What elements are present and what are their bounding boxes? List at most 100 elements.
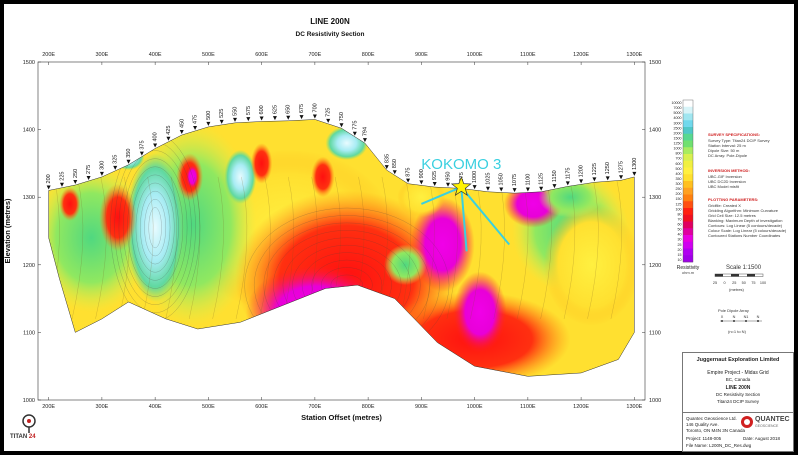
plotting-param-line: Grid Cell Size: 12.5 metres xyxy=(708,213,756,218)
plotting-param-line: Colour Scale: Log Linear (5 colours/deca… xyxy=(708,228,787,233)
station-marker xyxy=(512,188,517,193)
station-label: 900 xyxy=(419,169,425,178)
x-tick-label-top: 500E xyxy=(202,52,215,58)
project-number: Project: 1148-005 xyxy=(686,436,722,441)
station-marker xyxy=(299,115,304,120)
station-label: 1100 xyxy=(525,174,531,186)
x-tick-label-bottom: 200E xyxy=(42,404,55,410)
station-marker xyxy=(246,117,251,122)
x-tick-label-bottom: 600E xyxy=(255,404,268,410)
station-marker xyxy=(139,151,144,156)
x-tick-label-top: 800E xyxy=(362,52,375,58)
station-label: 1300 xyxy=(632,158,638,170)
title-block-main: Juggernaut Exploration Limited Empire Pr… xyxy=(682,352,794,414)
colorbar-swatch xyxy=(683,127,693,135)
colorbar-tick-label: 500 xyxy=(676,167,682,171)
contour-line xyxy=(131,174,179,281)
colorbar-label: Resistivity xyxy=(677,265,700,271)
contour-line xyxy=(95,176,107,319)
station-marker xyxy=(419,180,424,185)
y-tick-label-right: 1000 xyxy=(649,398,661,404)
colorbar-swatch xyxy=(683,235,693,243)
resistivity-anomaly xyxy=(125,153,185,302)
titan-logo: TITAN 24 xyxy=(10,412,44,442)
colorbar-tick-label: 200 xyxy=(676,192,682,196)
station-marker xyxy=(272,116,277,121)
contour-line xyxy=(446,176,458,319)
station-label: 1000 xyxy=(472,171,478,183)
station-label: 835 xyxy=(384,154,390,163)
kokomo-annotation-label: KOKOMO 3 xyxy=(421,156,501,173)
station-marker xyxy=(259,116,264,121)
station-marker xyxy=(565,181,570,186)
drillhole-trace xyxy=(420,186,462,205)
resistivity-anomaly xyxy=(384,244,427,286)
resistivity-anomaly xyxy=(311,156,335,198)
station-marker xyxy=(179,130,184,135)
inversion-line: UBC Model misfit xyxy=(708,184,739,189)
y-tick-label-left: 1300 xyxy=(23,195,35,201)
station-marker xyxy=(485,186,490,191)
resistivity-anomaly xyxy=(186,164,199,190)
project-date: Date: August 2018 xyxy=(743,436,781,441)
contour-line xyxy=(259,176,271,319)
section-outline xyxy=(48,119,635,377)
station-marker xyxy=(99,171,104,176)
inversion-line: UBC DC2D Inversion xyxy=(708,179,746,184)
station-label: 475 xyxy=(193,115,199,124)
station-marker xyxy=(605,176,610,181)
station-marker xyxy=(312,114,317,119)
quantec-logo-subtext: GEOSCIENCE xyxy=(755,424,779,428)
station-marker xyxy=(46,185,51,190)
resistivity-anomaly xyxy=(250,143,273,184)
contour-line xyxy=(142,176,154,319)
station-label: 725 xyxy=(326,108,332,117)
station-label: 700 xyxy=(312,103,318,112)
station-label: 350 xyxy=(126,149,132,158)
contour-line xyxy=(71,176,84,319)
y-tick-label-right: 1200 xyxy=(649,263,661,269)
station-label: 225 xyxy=(59,172,65,181)
station-marker xyxy=(445,182,450,187)
station-marker xyxy=(472,185,477,190)
y-tick-label-right: 1500 xyxy=(649,60,661,66)
survey-spec-line: Survey Type: Titan24 DCIP Survey xyxy=(708,138,770,143)
station-label: 1150 xyxy=(552,170,558,182)
station-label: 450 xyxy=(179,119,185,128)
station-marker xyxy=(552,184,557,189)
colorbar-tick-label: 125 xyxy=(676,202,682,206)
colorbar-swatch xyxy=(683,214,693,222)
station-marker xyxy=(286,115,291,120)
colorbar-swatch xyxy=(683,194,693,202)
station-label: 1075 xyxy=(512,174,518,186)
station-marker xyxy=(432,182,437,187)
station-marker xyxy=(619,175,624,180)
x-tick-label-bottom: 1300E xyxy=(626,404,642,410)
station-label: 1050 xyxy=(499,173,505,185)
colorbar-frame xyxy=(682,99,694,263)
plotting-param-line: Gridfile: Created X xyxy=(708,203,741,208)
colorbar-tick-label: 150 xyxy=(676,197,682,201)
station-label: 925 xyxy=(432,171,438,180)
scale-tick-label: 75 xyxy=(751,281,755,285)
chart-subtitle: DC Resistivity Section xyxy=(295,31,365,38)
station-label: 1250 xyxy=(605,162,611,174)
station-label: 650 xyxy=(286,105,292,114)
contour-line xyxy=(127,166,184,289)
contour-line xyxy=(212,176,224,319)
colorbar-swatch xyxy=(683,208,693,216)
colorbar-swatch xyxy=(683,181,693,189)
station-marker xyxy=(525,187,530,192)
x-tick-label-bottom: 500E xyxy=(202,404,215,410)
survey-name: Titan24 DCIP Survey xyxy=(716,399,760,404)
colorbar-swatch xyxy=(683,255,693,263)
station-label: 425 xyxy=(166,126,172,135)
station-marker xyxy=(392,170,397,175)
resistivity-anomaly xyxy=(59,187,81,221)
x-tick-label-bottom: 300E xyxy=(95,404,108,410)
drillhole-trace xyxy=(460,186,468,252)
x-axis-label: Station Offset (metres) xyxy=(301,413,382,422)
colorbar-tick-label: 400 xyxy=(676,172,682,176)
